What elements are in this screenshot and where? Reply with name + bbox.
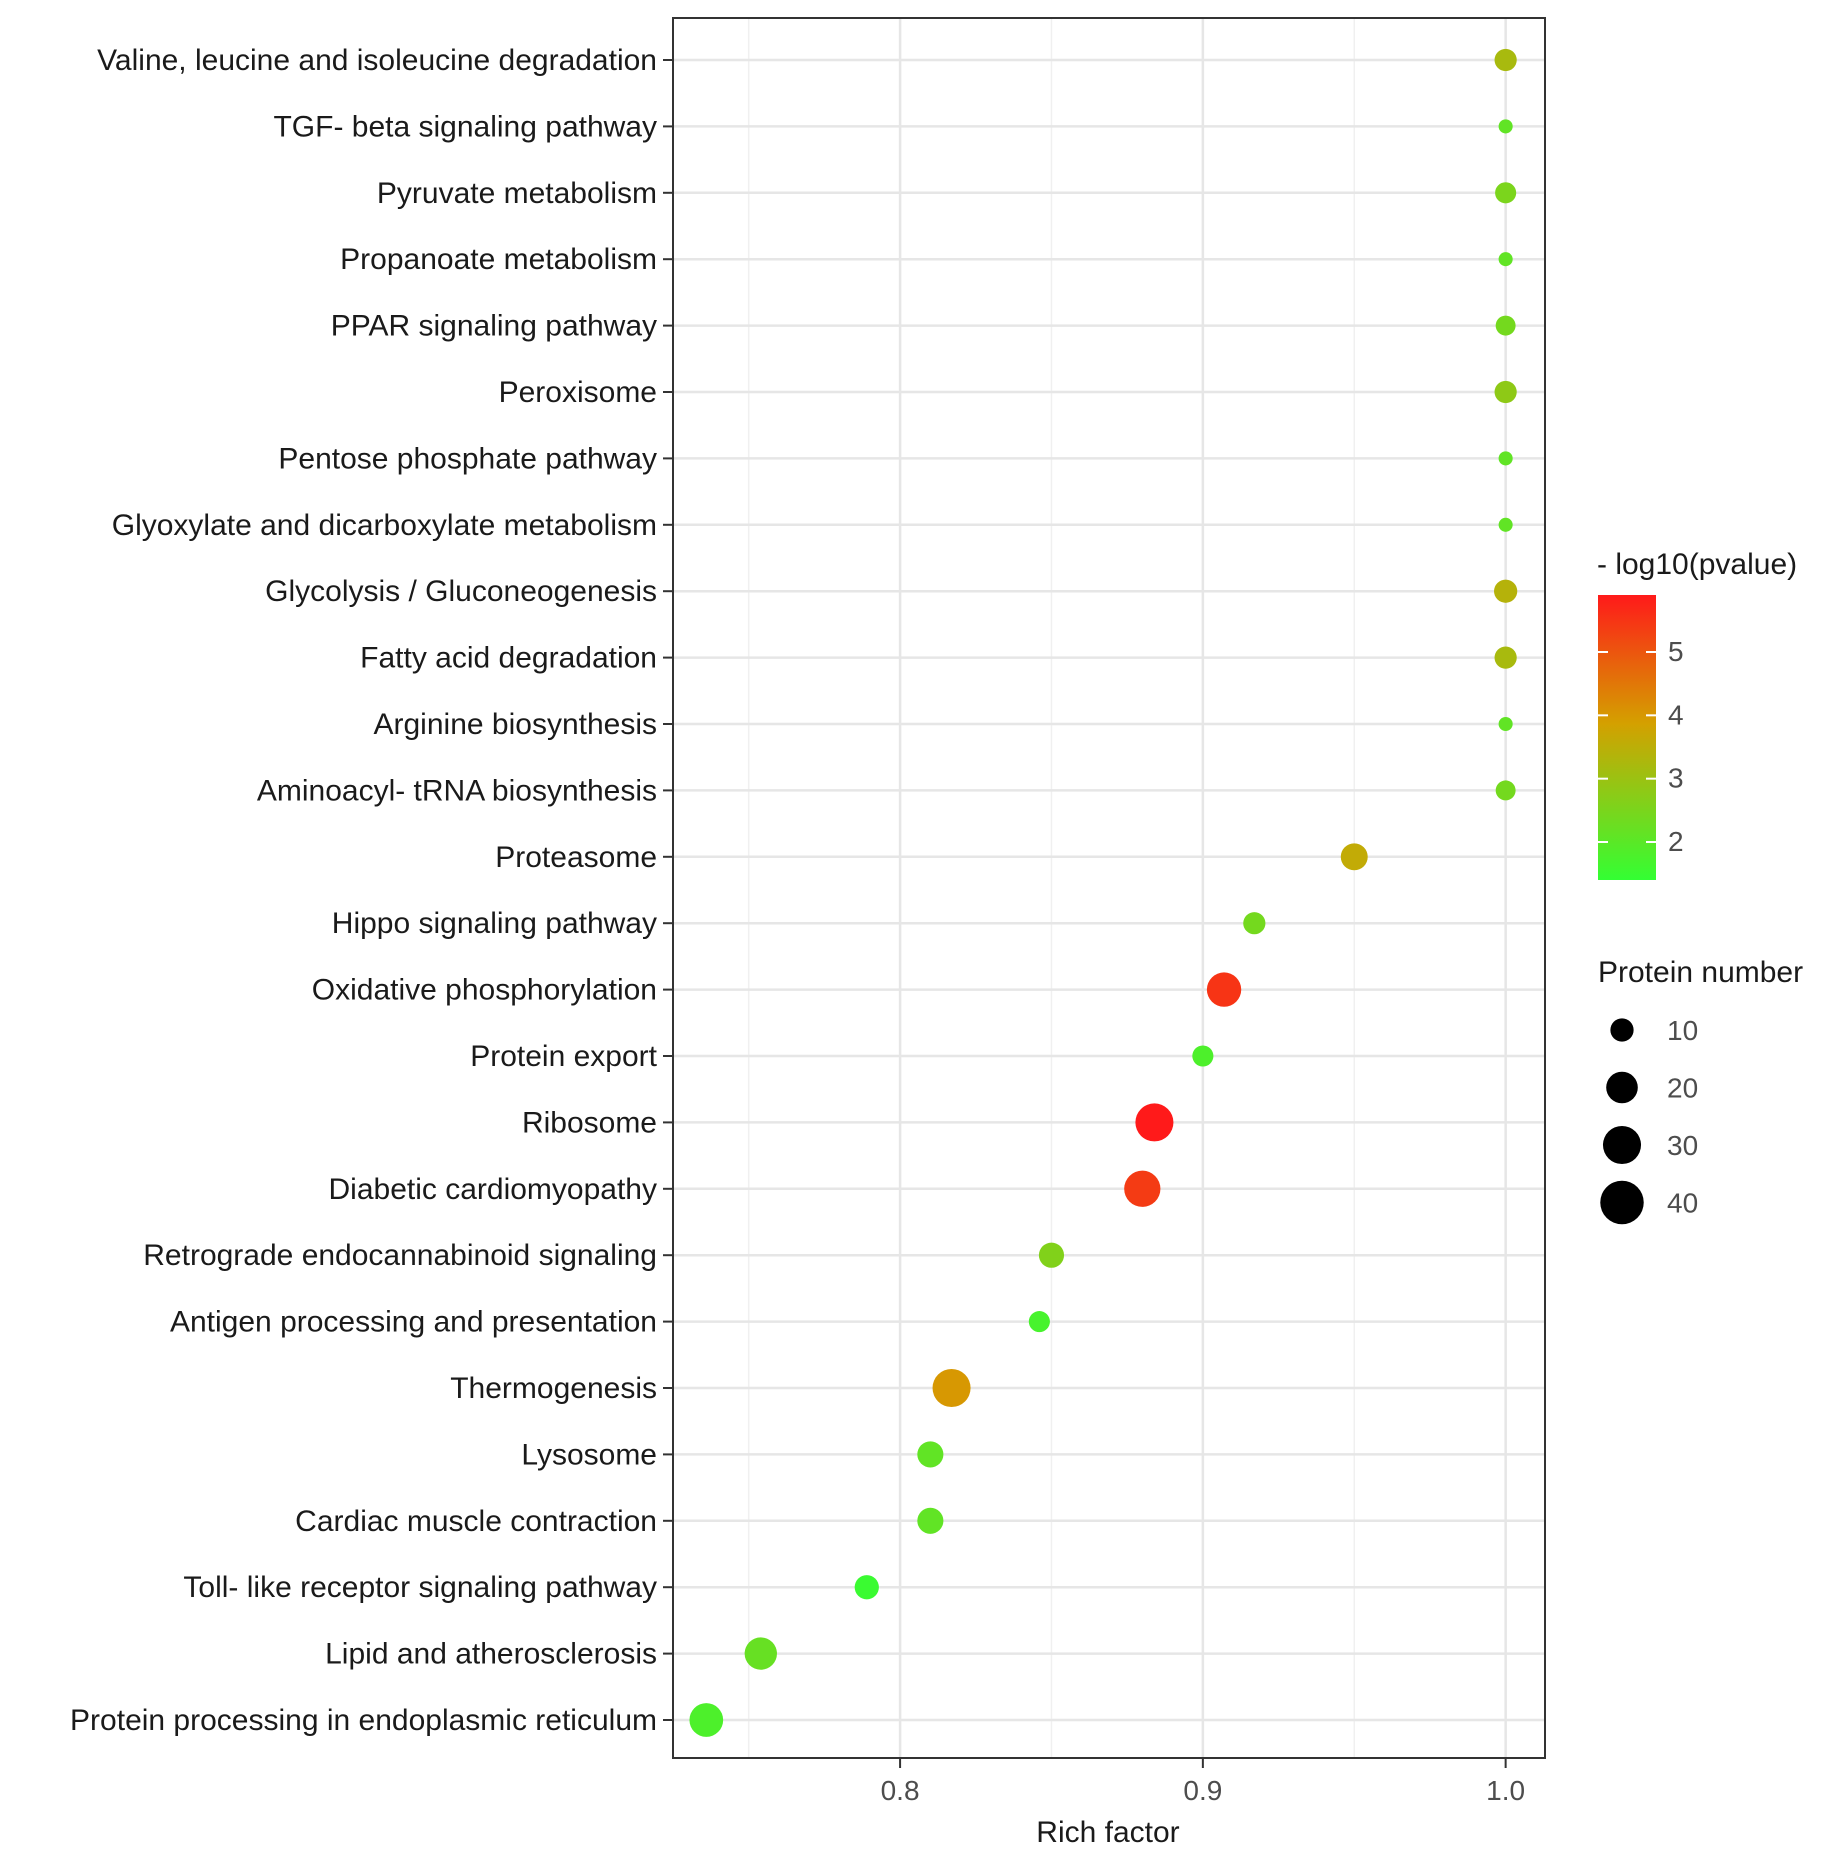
data-points [689,48,1518,1737]
data-point [917,1507,944,1534]
y-tick-label: PPAR signaling pathway [331,310,657,343]
y-tick-label: Peroxisome [499,376,657,409]
color-legend: - log10(pvalue) 2 3 4 5 [1597,548,1797,880]
color-legend-title: - log10(pvalue) [1597,548,1797,581]
size-legend: Protein number 10 20 30 40 [1598,956,1803,1225]
y-tick-label: Hippo signaling pathway [332,907,657,940]
panel-background [673,18,1545,1758]
plot-panel [672,17,1546,1759]
data-point [917,1441,944,1468]
y-tick-label: Propanoate metabolism [340,243,657,276]
size-legend-label: 10 [1667,1015,1698,1046]
size-legend-label: 20 [1667,1073,1698,1104]
gridlines [673,18,1545,1758]
y-tick-label: Retrograde endocannabinoid signaling [143,1239,657,1272]
size-legend-label: 30 [1667,1130,1698,1161]
y-tick-label: Arginine biosynthesis [374,708,658,741]
y-tick-label: Aminoacyl- tRNA biosynthesis [257,774,657,807]
panel-border [672,17,1546,1759]
x-axis: 0.8 0.9 1.0 [881,1758,1525,1806]
y-tick-label: Protein processing in endoplasmic reticu… [70,1704,657,1737]
colorbar [1598,595,1656,880]
data-point [1498,119,1513,134]
colorbar-tick-label: 2 [1668,826,1684,857]
x-tick-label: 0.8 [881,1775,920,1806]
data-point [1028,1311,1050,1333]
data-point [1498,451,1513,466]
data-point [1494,48,1517,72]
y-axis: Valine, leucine and isoleucine degradati… [70,44,673,1737]
y-tick-label: Pentose phosphate pathway [278,442,657,475]
size-legend-key [1610,1018,1634,1042]
y-tick-label: Thermogenesis [450,1372,657,1405]
size-legend-key [1606,1071,1638,1104]
x-tick-label: 1.0 [1486,1775,1525,1806]
size-legend-label: 40 [1667,1188,1698,1219]
data-point [1243,912,1266,935]
y-tick-label: Fatty acid degradation [360,642,657,675]
data-point [1494,646,1517,669]
data-point [744,1637,777,1670]
y-tick-label: Protein export [470,1040,657,1073]
colorbar-tick-label: 4 [1668,699,1684,730]
data-point [1498,252,1513,267]
y-tick-label: Glycolysis / Gluconeogenesis [265,575,657,608]
data-point [1495,315,1516,336]
data-point [854,1575,879,1600]
x-axis-title: Rich factor [1036,1816,1179,1849]
data-point [1498,716,1513,732]
y-tick-label: Diabetic cardiomyopathy [329,1173,658,1206]
data-point [1498,517,1513,532]
y-tick-label: Proteasome [495,841,657,874]
y-tick-label: Lysosome [521,1438,657,1471]
data-point [1495,182,1517,204]
data-point [689,1703,724,1737]
size-legend-title: Protein number [1598,956,1803,989]
data-point [1495,780,1516,801]
data-point [1340,843,1368,871]
x-tick-label: 0.9 [1183,1775,1222,1806]
y-tick-label: Pyruvate metabolism [377,177,657,210]
data-point [932,1368,971,1408]
data-point [1192,1045,1214,1067]
y-tick-label: Valine, leucine and isoleucine degradati… [97,44,657,77]
colorbar-ticks: 2 3 4 5 [1598,636,1684,857]
y-tick-label: Lipid and atherosclerosis [325,1638,657,1671]
data-point [1135,1103,1174,1142]
y-tick-label: Oxidative phosphorylation [312,974,657,1007]
data-point [1038,1242,1065,1268]
size-legend-key [1600,1180,1644,1225]
data-point [1494,380,1517,404]
y-tick-label: Toll- like receptor signaling pathway [183,1571,657,1604]
data-point [1494,579,1518,603]
y-tick-label: Cardiac muscle contraction [295,1505,657,1538]
y-tick-label: Glyoxylate and dicarboxylate metabolism [112,509,657,542]
y-tick-label: TGF- beta signaling pathway [273,110,657,143]
size-legend-keys: 10 20 30 40 [1600,1015,1698,1225]
data-point [1206,972,1242,1007]
y-tick-label: Ribosome [522,1106,657,1139]
size-legend-key [1602,1125,1642,1165]
colorbar-tick-label: 3 [1668,763,1684,794]
colorbar-tick-label: 5 [1668,636,1684,667]
y-tick-label: Antigen processing and presentation [170,1306,657,1339]
data-point [1124,1170,1161,1207]
